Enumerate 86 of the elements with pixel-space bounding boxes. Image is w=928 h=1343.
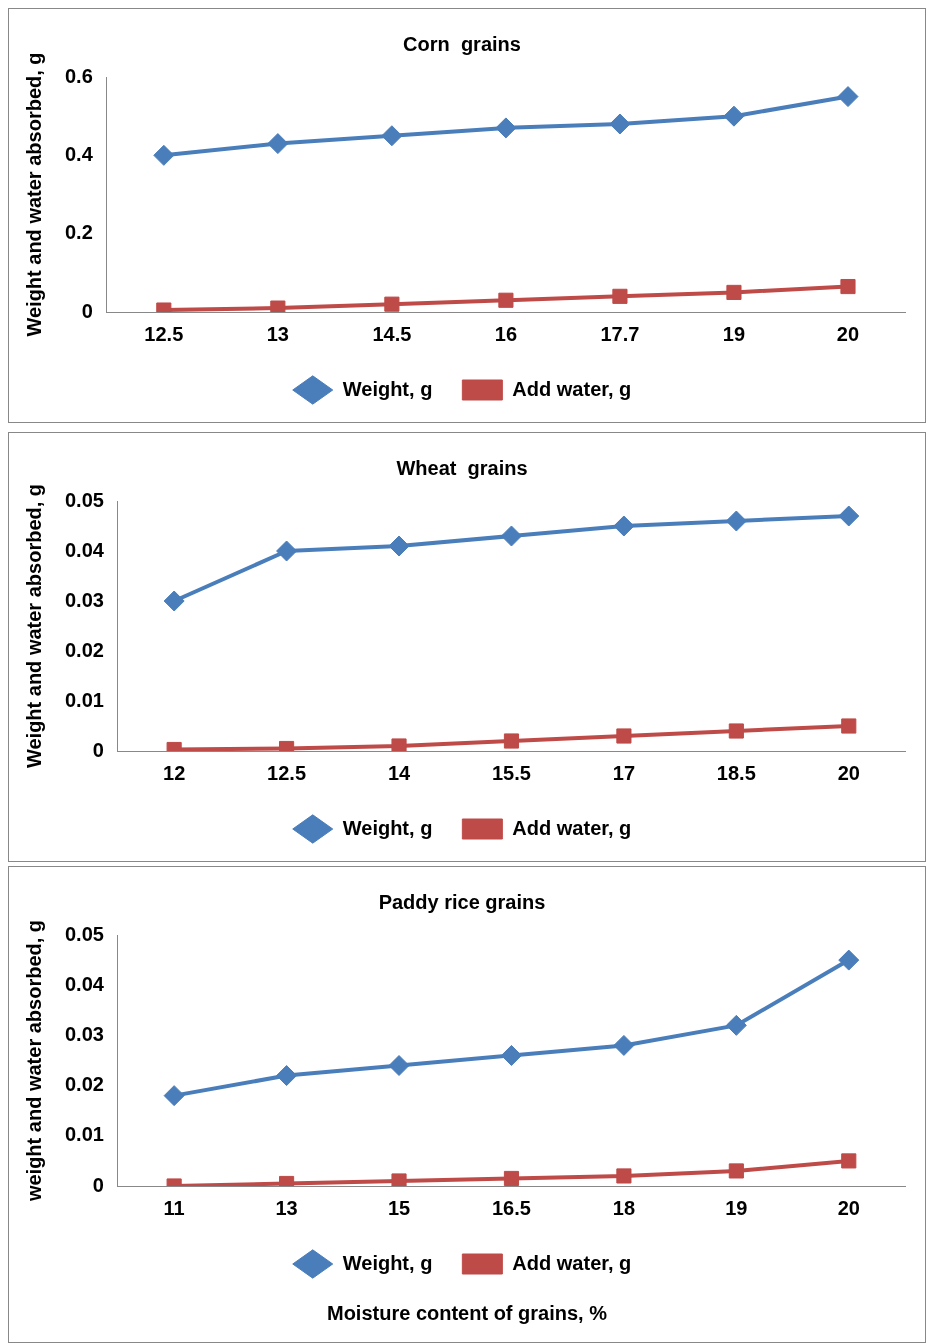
y-tick-label: 0.03 <box>64 588 104 611</box>
point <box>391 1173 407 1186</box>
point <box>384 296 400 312</box>
point <box>163 1085 185 1107</box>
y-tick-label: 0.01 <box>64 688 104 711</box>
point <box>388 535 410 557</box>
y-tick-label: 0.05 <box>64 488 104 511</box>
point <box>163 590 185 612</box>
legend-label: Weight, g <box>342 377 433 400</box>
point <box>276 1065 298 1087</box>
x-tick-label: 20 <box>837 1196 860 1219</box>
x-tick-label: 15.5 <box>491 761 531 784</box>
legend-label: Add water, g <box>512 1251 632 1274</box>
point <box>616 728 632 744</box>
x-tick-label: 12.5 <box>144 322 184 345</box>
point <box>838 949 860 971</box>
chart-title: Wheat grains <box>396 456 528 479</box>
legend-label: Weight, g <box>342 816 433 839</box>
chart-title: Paddy rice grains <box>378 890 546 913</box>
y-axis-title: Weight and water absorbed, g <box>22 52 45 337</box>
x-tick-label: 20 <box>837 761 860 784</box>
y-tick-label: 0.6 <box>64 64 93 87</box>
y-tick-label: 0.02 <box>64 1073 104 1096</box>
point <box>613 1034 635 1056</box>
point <box>837 86 859 108</box>
y-tick-label: 0 <box>92 1173 104 1196</box>
point <box>725 1014 747 1036</box>
x-tick-label: 14.5 <box>372 322 412 345</box>
point <box>728 723 744 739</box>
x-tick-label: 16 <box>494 322 518 345</box>
point <box>841 1153 857 1169</box>
y-tick-label: 0.05 <box>64 922 104 945</box>
point <box>728 1163 744 1179</box>
x-tick-label: 13 <box>266 322 289 345</box>
point <box>726 284 742 300</box>
x-axis-title: Moisture content of grains, % <box>326 1302 608 1325</box>
y-tick-label: 0.04 <box>64 972 105 995</box>
x-tick-label: 19 <box>722 322 746 345</box>
x-tick-label: 17 <box>612 761 636 784</box>
point <box>503 1170 520 1186</box>
x-tick-label: 12.5 <box>267 761 307 784</box>
point <box>613 515 635 537</box>
point <box>612 288 628 304</box>
y-tick-label: 0.02 <box>64 638 104 661</box>
point <box>381 125 403 147</box>
point <box>838 505 860 527</box>
point <box>609 113 631 135</box>
y-tick-label: 0.01 <box>64 1123 104 1146</box>
x-tick-label: 18.5 <box>716 761 756 784</box>
x-tick-label: 17.7 <box>600 322 640 345</box>
legend-label: Add water, g <box>512 816 632 839</box>
legend-label: Weight, g <box>342 1251 433 1274</box>
point <box>388 1055 410 1077</box>
x-tick-label: 11 <box>163 1196 185 1219</box>
y-tick-label: 0.4 <box>64 142 94 165</box>
point <box>725 510 747 532</box>
x-tick-label: 13 <box>275 1196 298 1219</box>
y-axis-title: weight and water absorbed, g <box>22 919 45 1203</box>
point <box>616 1168 632 1184</box>
point <box>276 540 298 562</box>
y-tick-label: 0.03 <box>64 1022 104 1045</box>
x-tick-label: 19 <box>725 1196 748 1219</box>
y-axis-title: Weight and water absorbed, g <box>22 483 45 769</box>
x-tick-label: 15 <box>387 1196 411 1219</box>
point <box>723 105 745 127</box>
point <box>841 718 857 734</box>
y-tick-label: 0 <box>81 299 93 322</box>
y-tick-label: 0.2 <box>64 221 93 244</box>
point <box>840 278 856 295</box>
y-tick-label: 0 <box>92 738 104 761</box>
point <box>495 117 517 139</box>
x-tick-label: 16.5 <box>491 1196 531 1219</box>
x-tick-label: 14 <box>387 761 412 784</box>
point <box>500 525 522 547</box>
point <box>498 292 514 308</box>
point <box>500 1044 522 1066</box>
point <box>153 144 175 166</box>
point <box>391 738 407 751</box>
x-tick-label: 20 <box>836 322 860 345</box>
x-tick-label: 18 <box>612 1196 636 1219</box>
x-tick-label: 12 <box>163 761 186 784</box>
y-tick-label: 0.04 <box>64 538 105 561</box>
point <box>503 733 520 749</box>
point <box>267 133 289 155</box>
chart-title: Corn grains <box>403 32 521 55</box>
legend-label: Add water, g <box>512 377 632 400</box>
